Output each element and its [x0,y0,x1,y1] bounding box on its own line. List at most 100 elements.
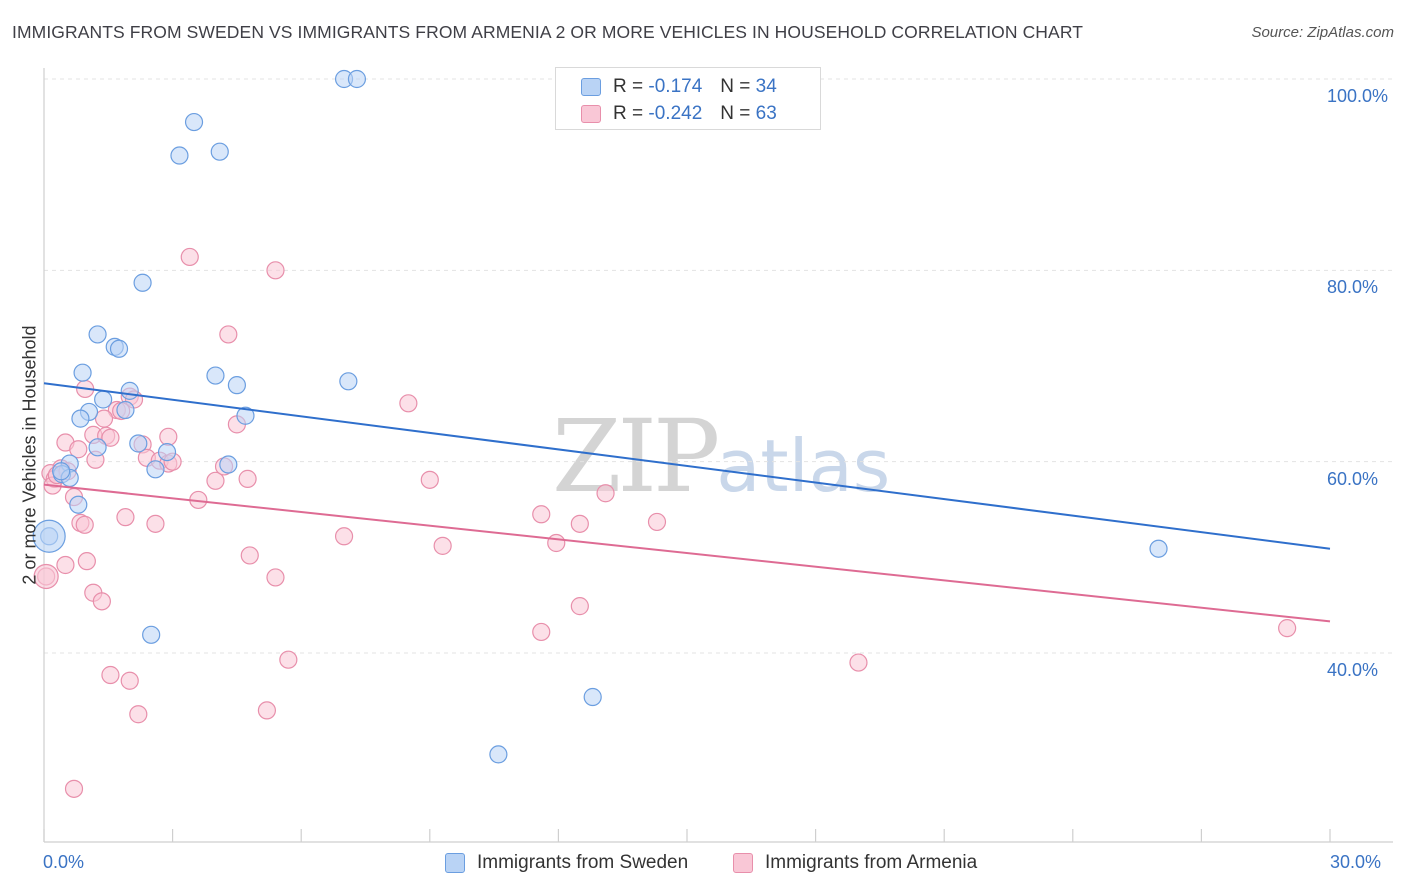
armenia-point [146,514,165,533]
sweden-point [347,69,367,89]
legend-n-value: 34 [755,76,777,97]
armenia-point [120,671,139,690]
legend-swatch-armenia [733,853,753,873]
stats-legend: R = -0.174 N = 34 R = -0.242 N = 63 [555,67,821,130]
armenia-point [77,552,96,571]
sweden-trend-line [43,382,1331,550]
legend-n-value: 63 [755,103,777,124]
armenia-point [647,512,667,532]
armenia-point [532,622,551,642]
armenia-point [420,470,439,489]
armenia-point [206,471,225,490]
armenia-point [266,568,285,587]
sweden-point [206,366,225,385]
gridlines [44,78,1393,654]
legend-item-armenia[interactable]: Immigrants from Armenia [733,852,977,874]
armenia-point [159,427,178,446]
armenia-trend-line [43,483,1331,623]
armenia-point [116,508,135,527]
armenia-point [849,653,868,672]
sweden-point [32,519,66,553]
armenia-point [180,247,199,267]
sweden-point [129,434,148,453]
sweden-point [116,400,135,420]
sweden-point [146,460,165,479]
armenia-point [64,779,84,798]
legend-label-armenia: Immigrants from Armenia [765,852,978,873]
sweden-point [339,372,358,391]
watermark-atlas: atlas [716,424,891,508]
legend-row-sweden: R = -0.174 N = 34 [581,75,777,99]
legend-swatch-sweden [581,78,601,96]
armenia-point [238,469,257,488]
x-tick-label-min: 0.0% [43,852,85,872]
legend-swatch-sweden [445,853,465,873]
sweden-point [219,455,238,474]
legend-r-label: R = [613,76,644,97]
sweden-point [109,339,129,358]
armenia-point [33,563,59,590]
armenia-point [334,527,354,546]
armenia-point [1278,619,1297,638]
sweden-point [583,687,602,707]
x-tick-label-max: 30.0% [1330,852,1382,872]
armenia-point [219,325,238,344]
sweden-points [32,69,1168,764]
legend-n-label: N = [720,103,751,124]
armenia-point [547,533,566,553]
armenia-point [56,555,75,575]
armenia-point [101,428,120,447]
sweden-point [157,443,177,462]
legend-label-sweden: Immigrants from Sweden [477,852,689,873]
sweden-point [71,409,90,428]
armenia-point [129,705,148,724]
y-tick-label-100: 100.0% [1327,86,1389,106]
legend-r-value: -0.242 [648,103,703,124]
armenia-point [240,546,259,565]
axes [43,68,1393,843]
armenia-point [596,484,615,503]
armenia-point [257,701,277,720]
sweden-point [227,376,246,395]
sweden-point [1149,539,1168,558]
armenia-point [532,505,551,524]
watermark: ZIPatlas [552,398,890,515]
legend-row-armenia: R = -0.242 N = 63 [581,102,777,126]
sweden-point [210,142,229,161]
legend-r-value: -0.174 [648,76,703,97]
y-tick-label-60: 60.0% [1327,468,1379,489]
sweden-point [184,112,204,132]
armenia-point [75,515,94,534]
sweden-point [170,146,189,165]
sweden-point [489,745,508,764]
armenia-point [399,394,418,413]
armenia-point [433,536,452,555]
sweden-point [88,325,107,344]
y-tick-label-80: 80.0% [1327,277,1379,298]
sweden-point [52,462,71,481]
sweden-point [236,406,255,425]
sweden-point [120,381,139,400]
source-credit: Source: ZipAtlas.com [1251,24,1394,41]
armenia-point [279,650,298,669]
armenia-point [69,440,88,459]
armenia-points [33,247,1297,798]
y-tick-label-40: 40.0% [1327,660,1379,680]
watermark-zip: ZIP [552,398,720,515]
legend-item-sweden[interactable]: Immigrants from Sweden [445,852,688,874]
chart-title: IMMIGRANTS FROM SWEDEN VS IMMIGRANTS FRO… [12,22,1084,42]
legend-swatch-armenia [581,105,601,123]
sweden-point [142,625,161,644]
sweden-point [94,390,113,409]
armenia-point [92,592,111,611]
trend-lines [43,382,1331,623]
armenia-point [570,514,589,533]
armenia-point [101,665,120,685]
y-axis-label: 2 or more Vehicles in Household [19,325,40,585]
sweden-point [133,273,152,292]
sweden-point [88,438,107,457]
armenia-point [266,261,285,280]
armenia-point [570,597,589,616]
legend-r-label: R = [613,103,644,124]
